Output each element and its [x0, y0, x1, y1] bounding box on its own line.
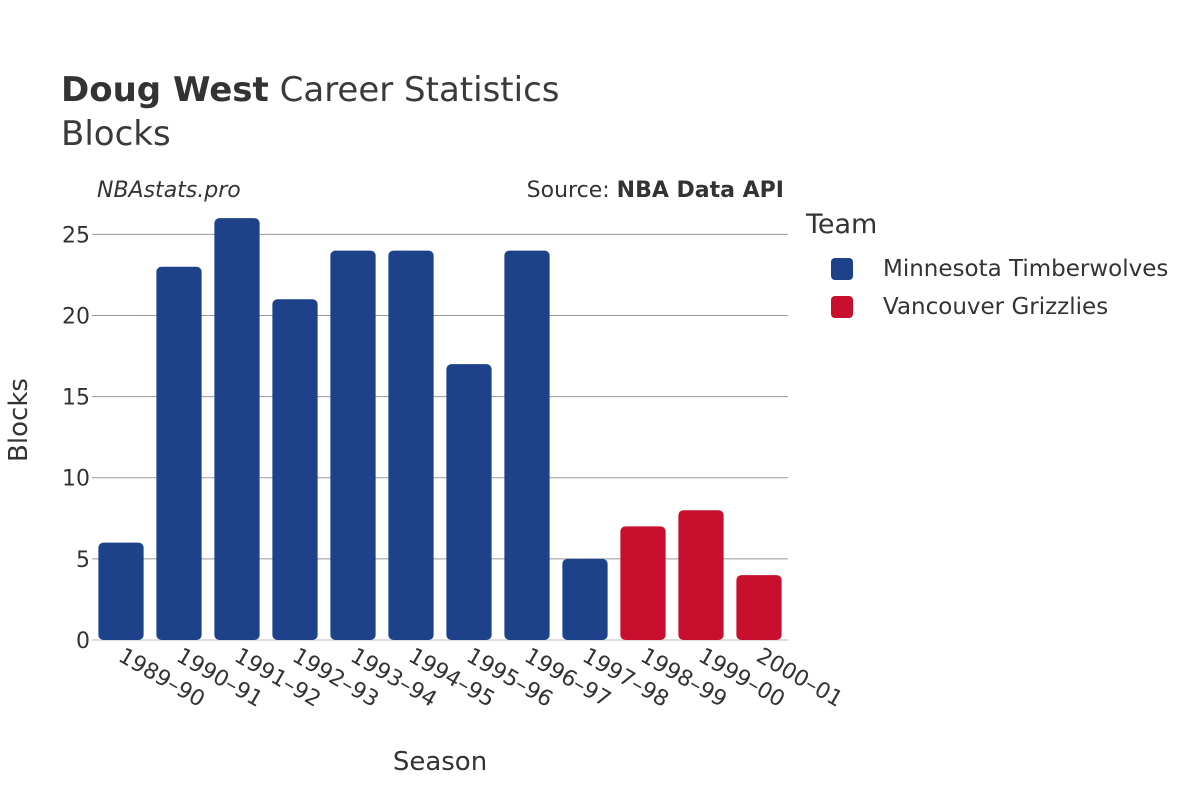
bar [98, 542, 144, 640]
title-rest: Career Statistics [279, 70, 560, 110]
y-tick-label: 5 [76, 548, 90, 573]
legend-title: Team [806, 209, 878, 240]
y-tick-label: 0 [76, 629, 90, 654]
bar [562, 558, 608, 640]
y-tick-label: 20 [62, 304, 90, 329]
legend-label-grizzlies: Vancouver Grizzlies [883, 294, 1109, 320]
source-prefix: Source: [526, 178, 610, 203]
bar [330, 250, 376, 640]
watermark: NBAstats.pro [97, 178, 241, 203]
y-tick-label: 15 [62, 386, 90, 411]
source-credit: Source: NBA Data API [527, 178, 784, 203]
title-player: Doug West [61, 70, 269, 110]
legend-item-grizzlies[interactable]: Vancouver Grizzlies [806, 288, 1168, 326]
x-axis-title: Season [393, 747, 487, 777]
legend-label-timberwolves: Minnesota Timberwolves [883, 256, 1169, 282]
legend: Team Minnesota Timberwolves Vancouver Gr… [806, 209, 1168, 326]
bar [156, 266, 202, 640]
bar [620, 526, 666, 640]
bar [504, 250, 550, 640]
bar [678, 510, 724, 640]
bar [214, 218, 260, 640]
legend-swatch-timberwolves [831, 258, 853, 280]
legend-item-timberwolves[interactable]: Minnesota Timberwolves [806, 250, 1168, 288]
legend-swatch-grizzlies [831, 296, 853, 318]
bar [446, 364, 492, 640]
bar [272, 299, 318, 640]
y-tick-label: 10 [62, 467, 90, 492]
source-name: NBA Data API [616, 178, 784, 203]
bar [736, 575, 782, 640]
chart-title: Doug West Career Statistics Blocks [61, 68, 559, 156]
bar [388, 250, 434, 640]
y-tick-label: 25 [62, 223, 90, 248]
chart-subtitle: Blocks [61, 114, 171, 154]
y-axis-title: Blocks [4, 378, 34, 462]
